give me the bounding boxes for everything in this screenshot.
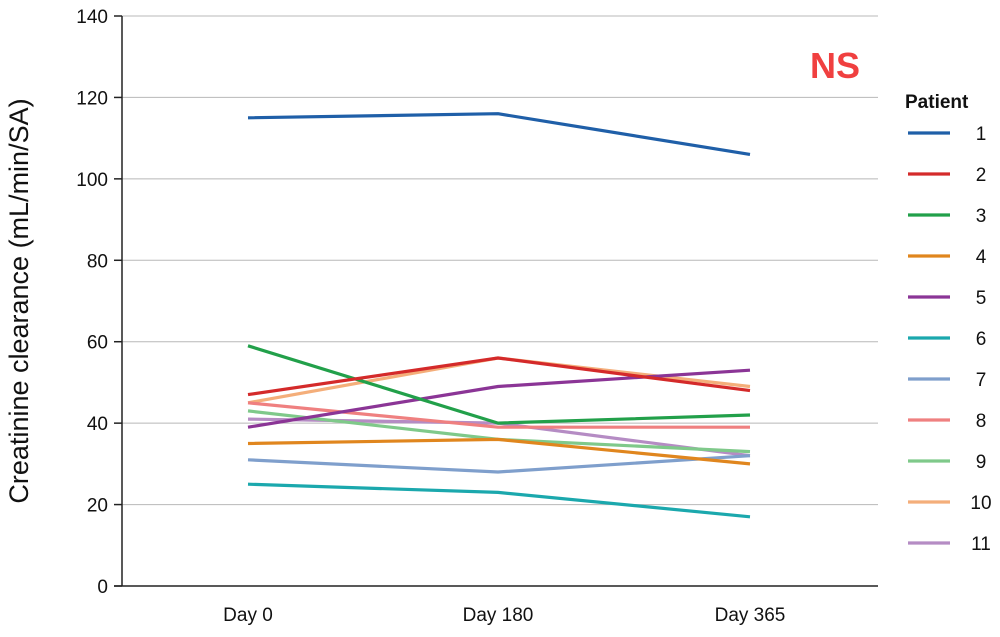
- x-tick-label: Day 0: [223, 605, 273, 626]
- grid-lines: [122, 15, 878, 506]
- y-tick-label: 20: [87, 496, 108, 517]
- x-tick-labels: Day 0 Day 180 Day 365: [223, 605, 785, 626]
- legend-label: 1: [976, 124, 987, 145]
- y-tick-label: 40: [87, 414, 108, 435]
- legend-label: 8: [976, 411, 987, 432]
- series-line-patient-3: [247, 344, 751, 425]
- series-line-patient-1: [247, 112, 751, 156]
- legend-label: 6: [976, 329, 987, 350]
- legend-label: 9: [976, 452, 987, 473]
- legend-label: 2: [976, 165, 987, 186]
- series-lines: [247, 112, 751, 519]
- legend: Patient 1 2 3 4 5 6 7 8 9 10 11: [905, 92, 992, 555]
- legend-label: 10: [970, 493, 991, 514]
- legend-label: 4: [976, 247, 987, 268]
- y-axis-label: Creatinine clearance (mL/min/SA): [4, 98, 34, 503]
- legend-label: 3: [976, 206, 987, 227]
- y-tick-label: 100: [76, 170, 108, 191]
- x-tick-label: Day 180: [463, 605, 534, 626]
- y-tick-label: 140: [76, 7, 108, 28]
- legend-label: 5: [976, 288, 987, 309]
- y-tick-label: 60: [87, 333, 108, 354]
- legend-label: 11: [971, 534, 991, 555]
- y-tick-label: 80: [87, 251, 108, 272]
- series-line-patient-6: [247, 482, 751, 519]
- legend-label: 7: [976, 370, 987, 391]
- significance-annotation: NS: [810, 45, 860, 86]
- y-tick-labels: 0 20 40 60 80 100 120 140: [76, 7, 122, 598]
- series-line-patient-8: [247, 401, 750, 429]
- axes: [114, 16, 878, 587]
- x-tick-label: Day 365: [715, 605, 786, 626]
- series-line-patient-2: [247, 356, 751, 397]
- y-tick-label: 120: [76, 88, 108, 109]
- series-line-patient-5: [247, 368, 751, 429]
- series-line-patient-4: [247, 437, 751, 466]
- series-line-patient-7: [247, 454, 751, 474]
- y-tick-label: 0: [97, 577, 108, 598]
- legend-title: Patient: [905, 92, 969, 113]
